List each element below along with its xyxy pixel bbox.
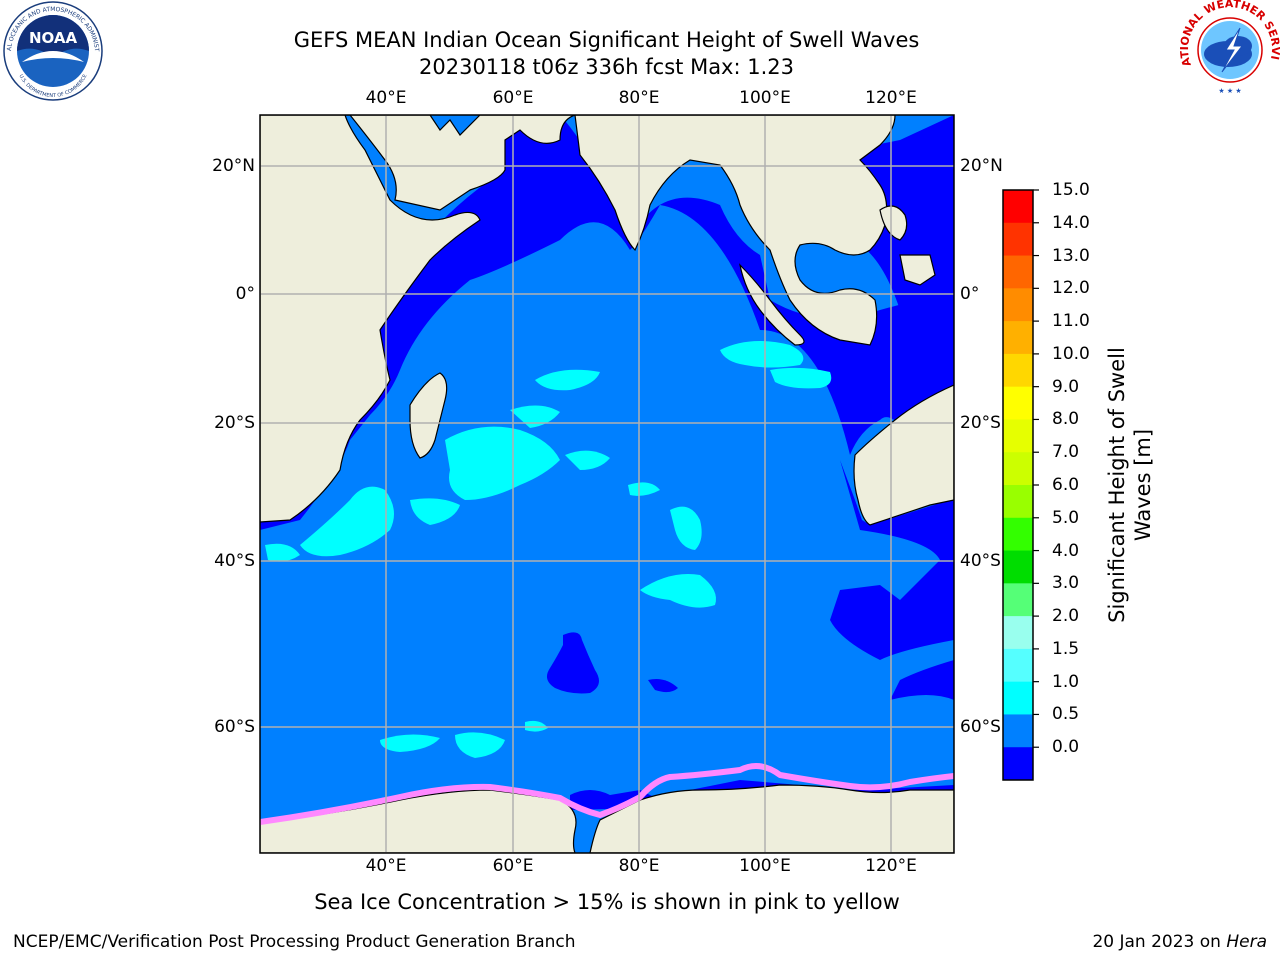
chart-subtitle: 20230118 t06z 336h fcst Max: 1.23 <box>419 55 794 79</box>
colorbar-segment <box>1003 485 1033 519</box>
colorbar-segment <box>1003 353 1033 388</box>
lat-tick: 40°S <box>960 551 1001 571</box>
colorbar-segment <box>1003 681 1033 715</box>
colorbar <box>1002 189 1039 781</box>
lon-tick: 60°E <box>492 88 534 108</box>
lat-tick: 20°N <box>212 156 255 176</box>
colorbar-segment <box>1003 747 1033 781</box>
colorbar-segment <box>1003 550 1033 584</box>
land-masses <box>260 115 954 853</box>
colorbar-segment <box>1003 714 1033 748</box>
colorbar-tick-label: 1.5 <box>1052 638 1080 659</box>
colorbar-tick-label: 5.0 <box>1052 507 1080 528</box>
lon-tick: 40°E <box>365 856 407 876</box>
graticule <box>260 115 954 853</box>
colorbar-segment <box>1003 452 1033 486</box>
colorbar-tick-label: 3.0 <box>1052 573 1080 594</box>
lon-tick: 60°E <box>492 856 534 876</box>
sea-ice-edge <box>260 763 954 825</box>
lon-tick: 120°E <box>865 856 917 876</box>
lon-tick: 80°E <box>618 88 660 108</box>
high-swell-patches <box>265 341 832 758</box>
colorbar-segment <box>1003 386 1033 420</box>
lat-tick: 20°N <box>960 156 1003 176</box>
colorbar-tick-label: 11.0 <box>1052 311 1090 332</box>
colorbar-segment <box>1003 288 1033 322</box>
lat-tick: 40°S <box>214 551 255 571</box>
lat-tick: 0° <box>235 284 255 304</box>
lat-tick: 20°S <box>214 413 255 433</box>
colorbar-segment <box>1003 222 1033 257</box>
colorbar-tick-label: 9.0 <box>1052 376 1080 397</box>
lon-tick: 40°E <box>365 88 407 108</box>
lat-tick: 60°S <box>960 717 1001 737</box>
map-frame <box>259 114 955 854</box>
nws-logo: NATIONAL WEATHER SERVICE ★ ★ ★ <box>1180 0 1280 97</box>
svg-text:★ ★ ★: ★ ★ ★ <box>1218 87 1241 95</box>
colorbar-label: Significant Height of Swell Waves [m] <box>1105 347 1155 623</box>
lon-tick: 100°E <box>739 88 791 108</box>
colorbar-segment <box>1003 321 1033 355</box>
colorbar-tick-label: 4.0 <box>1052 540 1080 561</box>
colorbar-segment <box>1003 255 1033 289</box>
sea-ice-footnote: Sea Ice Concentration > 15% is shown in … <box>314 890 900 914</box>
colorbar-tick-label: 12.0 <box>1052 278 1090 299</box>
colorbar-segment <box>1003 583 1033 617</box>
colorbar-tick-label: 7.0 <box>1052 442 1080 463</box>
colorbar-tick-label: 8.0 <box>1052 409 1080 430</box>
colorbar-segment <box>1003 190 1033 224</box>
colorbar-tick-label: 1.0 <box>1052 671 1080 692</box>
colorbar-tick-label: 6.0 <box>1052 475 1080 495</box>
colorbar-tick-label: 0.5 <box>1052 704 1080 725</box>
lat-tick: 0° <box>960 284 980 304</box>
colorbar-tick-label: 14.0 <box>1052 212 1090 233</box>
date-stamp: 20 Jan 2023 on Hera <box>1092 932 1267 952</box>
colorbar-tick-label: 0.0 <box>1052 737 1080 758</box>
colorbar-tick-label: 13.0 <box>1052 245 1090 266</box>
colorbar-tick-label: 10.0 <box>1052 343 1090 364</box>
colorbar-segment <box>1003 419 1033 453</box>
noaa-logo: NOAA NATIONAL OCEANIC AND ATMOSPHERIC AD… <box>0 0 103 101</box>
lat-tick: 20°S <box>960 413 1001 433</box>
noaa-logo-text: NOAA <box>29 29 78 47</box>
chart-title: GEFS MEAN Indian Ocean Significant Heigh… <box>293 28 920 52</box>
colorbar-tick-label: 2.0 <box>1052 606 1080 627</box>
colorbar-segment <box>1003 616 1033 650</box>
lon-tick: 80°E <box>618 856 660 876</box>
lon-tick: 120°E <box>865 88 917 108</box>
colorbar-segment <box>1003 648 1033 683</box>
lon-tick: 100°E <box>739 856 791 876</box>
colorbar-segment <box>1003 517 1033 552</box>
credit-line: NCEP/EMC/Verification Post Processing Pr… <box>13 932 576 952</box>
colorbar-tick-label: 15.0 <box>1052 180 1090 200</box>
lat-tick: 60°S <box>214 717 255 737</box>
